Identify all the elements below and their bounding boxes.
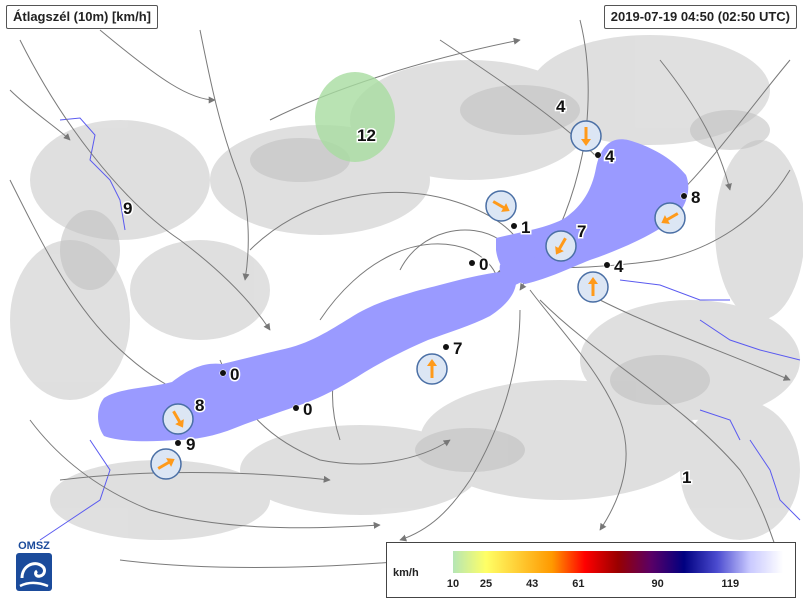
legend-unit: km/h <box>393 567 419 579</box>
station-value: 7 <box>453 339 462 358</box>
wind-speed-legend: km/h 10 25 43 61 90 119 <box>386 542 796 598</box>
lake-balaton-east <box>496 139 689 284</box>
station-value: 1 <box>682 468 691 487</box>
station[interactable]: 0 <box>292 399 314 421</box>
station[interactable]: 8 <box>680 187 702 209</box>
station-value: 8 <box>195 396 204 415</box>
station[interactable]: 1 <box>510 217 532 239</box>
station[interactable]: 4 <box>555 96 568 118</box>
station-dot-icon <box>594 151 602 159</box>
logo-text: OMSZ <box>18 540 50 552</box>
wind-direction-icon[interactable] <box>416 353 448 385</box>
station-dot-icon <box>219 369 227 377</box>
station[interactable]: 7 <box>576 221 588 243</box>
wind-arrow-icon <box>492 200 510 212</box>
station[interactable]: 8 <box>194 395 206 417</box>
station-value: 0 <box>303 400 312 419</box>
station-dot-icon <box>292 404 300 412</box>
legend-tick: 61 <box>572 578 585 590</box>
wind-arrow-icon <box>661 212 679 224</box>
station-value: 0 <box>230 365 239 384</box>
station-value: 4 <box>556 97 566 116</box>
station-dot-icon <box>468 259 476 267</box>
terrain-relief-dark <box>60 85 770 472</box>
wind-arrow-icon <box>157 458 175 470</box>
legend-color-bar <box>453 551 783 573</box>
station[interactable]: 0 <box>219 364 241 386</box>
station-dot-icon <box>680 192 688 200</box>
legend-tick: 10 <box>446 578 460 590</box>
station[interactable]: 1 <box>681 467 693 489</box>
station-dot-icon <box>174 439 182 447</box>
station[interactable]: 9 <box>174 434 197 456</box>
wind-arrow-icon <box>588 277 598 296</box>
station-dot-icon <box>510 222 518 230</box>
omsz-logo-icon <box>16 553 52 591</box>
omsz-logo: OMSZ <box>12 540 56 594</box>
station[interactable]: 0 <box>468 254 490 276</box>
legend-tick: 43 <box>526 578 539 590</box>
station-dot-icon <box>603 261 611 269</box>
station-value: 12 <box>357 126 376 145</box>
wind-direction-icon[interactable] <box>150 448 182 480</box>
legend-tick: 119 <box>721 578 740 590</box>
station-value: 9 <box>186 435 195 454</box>
wind-direction-icon[interactable] <box>485 190 517 222</box>
station-value: 7 <box>577 222 586 241</box>
station[interactable]: 4 <box>603 256 626 278</box>
station[interactable]: 4 <box>594 146 617 168</box>
station-value: 8 <box>691 188 700 207</box>
station-dot-icon <box>442 343 450 351</box>
lake-balaton-neck <box>499 254 536 285</box>
wind-arrow-icon <box>427 359 437 378</box>
station-value: 4 <box>605 147 615 166</box>
wind-arrow-icon <box>581 127 591 146</box>
station-value: 4 <box>614 257 624 276</box>
legend-tick: 25 <box>479 578 493 590</box>
station[interactable]: 9 <box>122 198 134 220</box>
station[interactable]: 7 <box>442 338 464 360</box>
wind-direction-icon[interactable] <box>545 230 577 262</box>
wind-arrow-icon <box>555 237 567 255</box>
station-value: 0 <box>479 255 488 274</box>
wind-arrow-icon <box>172 410 184 428</box>
wind-direction-icon[interactable] <box>570 120 602 152</box>
wind-direction-icon[interactable] <box>654 202 686 234</box>
map-timestamp: 2019-07-19 04:50 (02:50 UTC) <box>603 5 797 29</box>
wind-direction-icon[interactable] <box>577 271 609 303</box>
station-value: 9 <box>123 199 132 218</box>
station-value: 1 <box>521 218 530 237</box>
wind-direction-icon[interactable] <box>162 403 194 435</box>
calm-wind-area <box>315 72 395 162</box>
legend-tick: 90 <box>651 578 664 590</box>
rivers <box>39 117 801 541</box>
lake-balaton <box>98 271 517 442</box>
station[interactable]: 12 <box>356 125 378 147</box>
map-title: Átlagszél (10m) [km/h] <box>6 5 158 29</box>
